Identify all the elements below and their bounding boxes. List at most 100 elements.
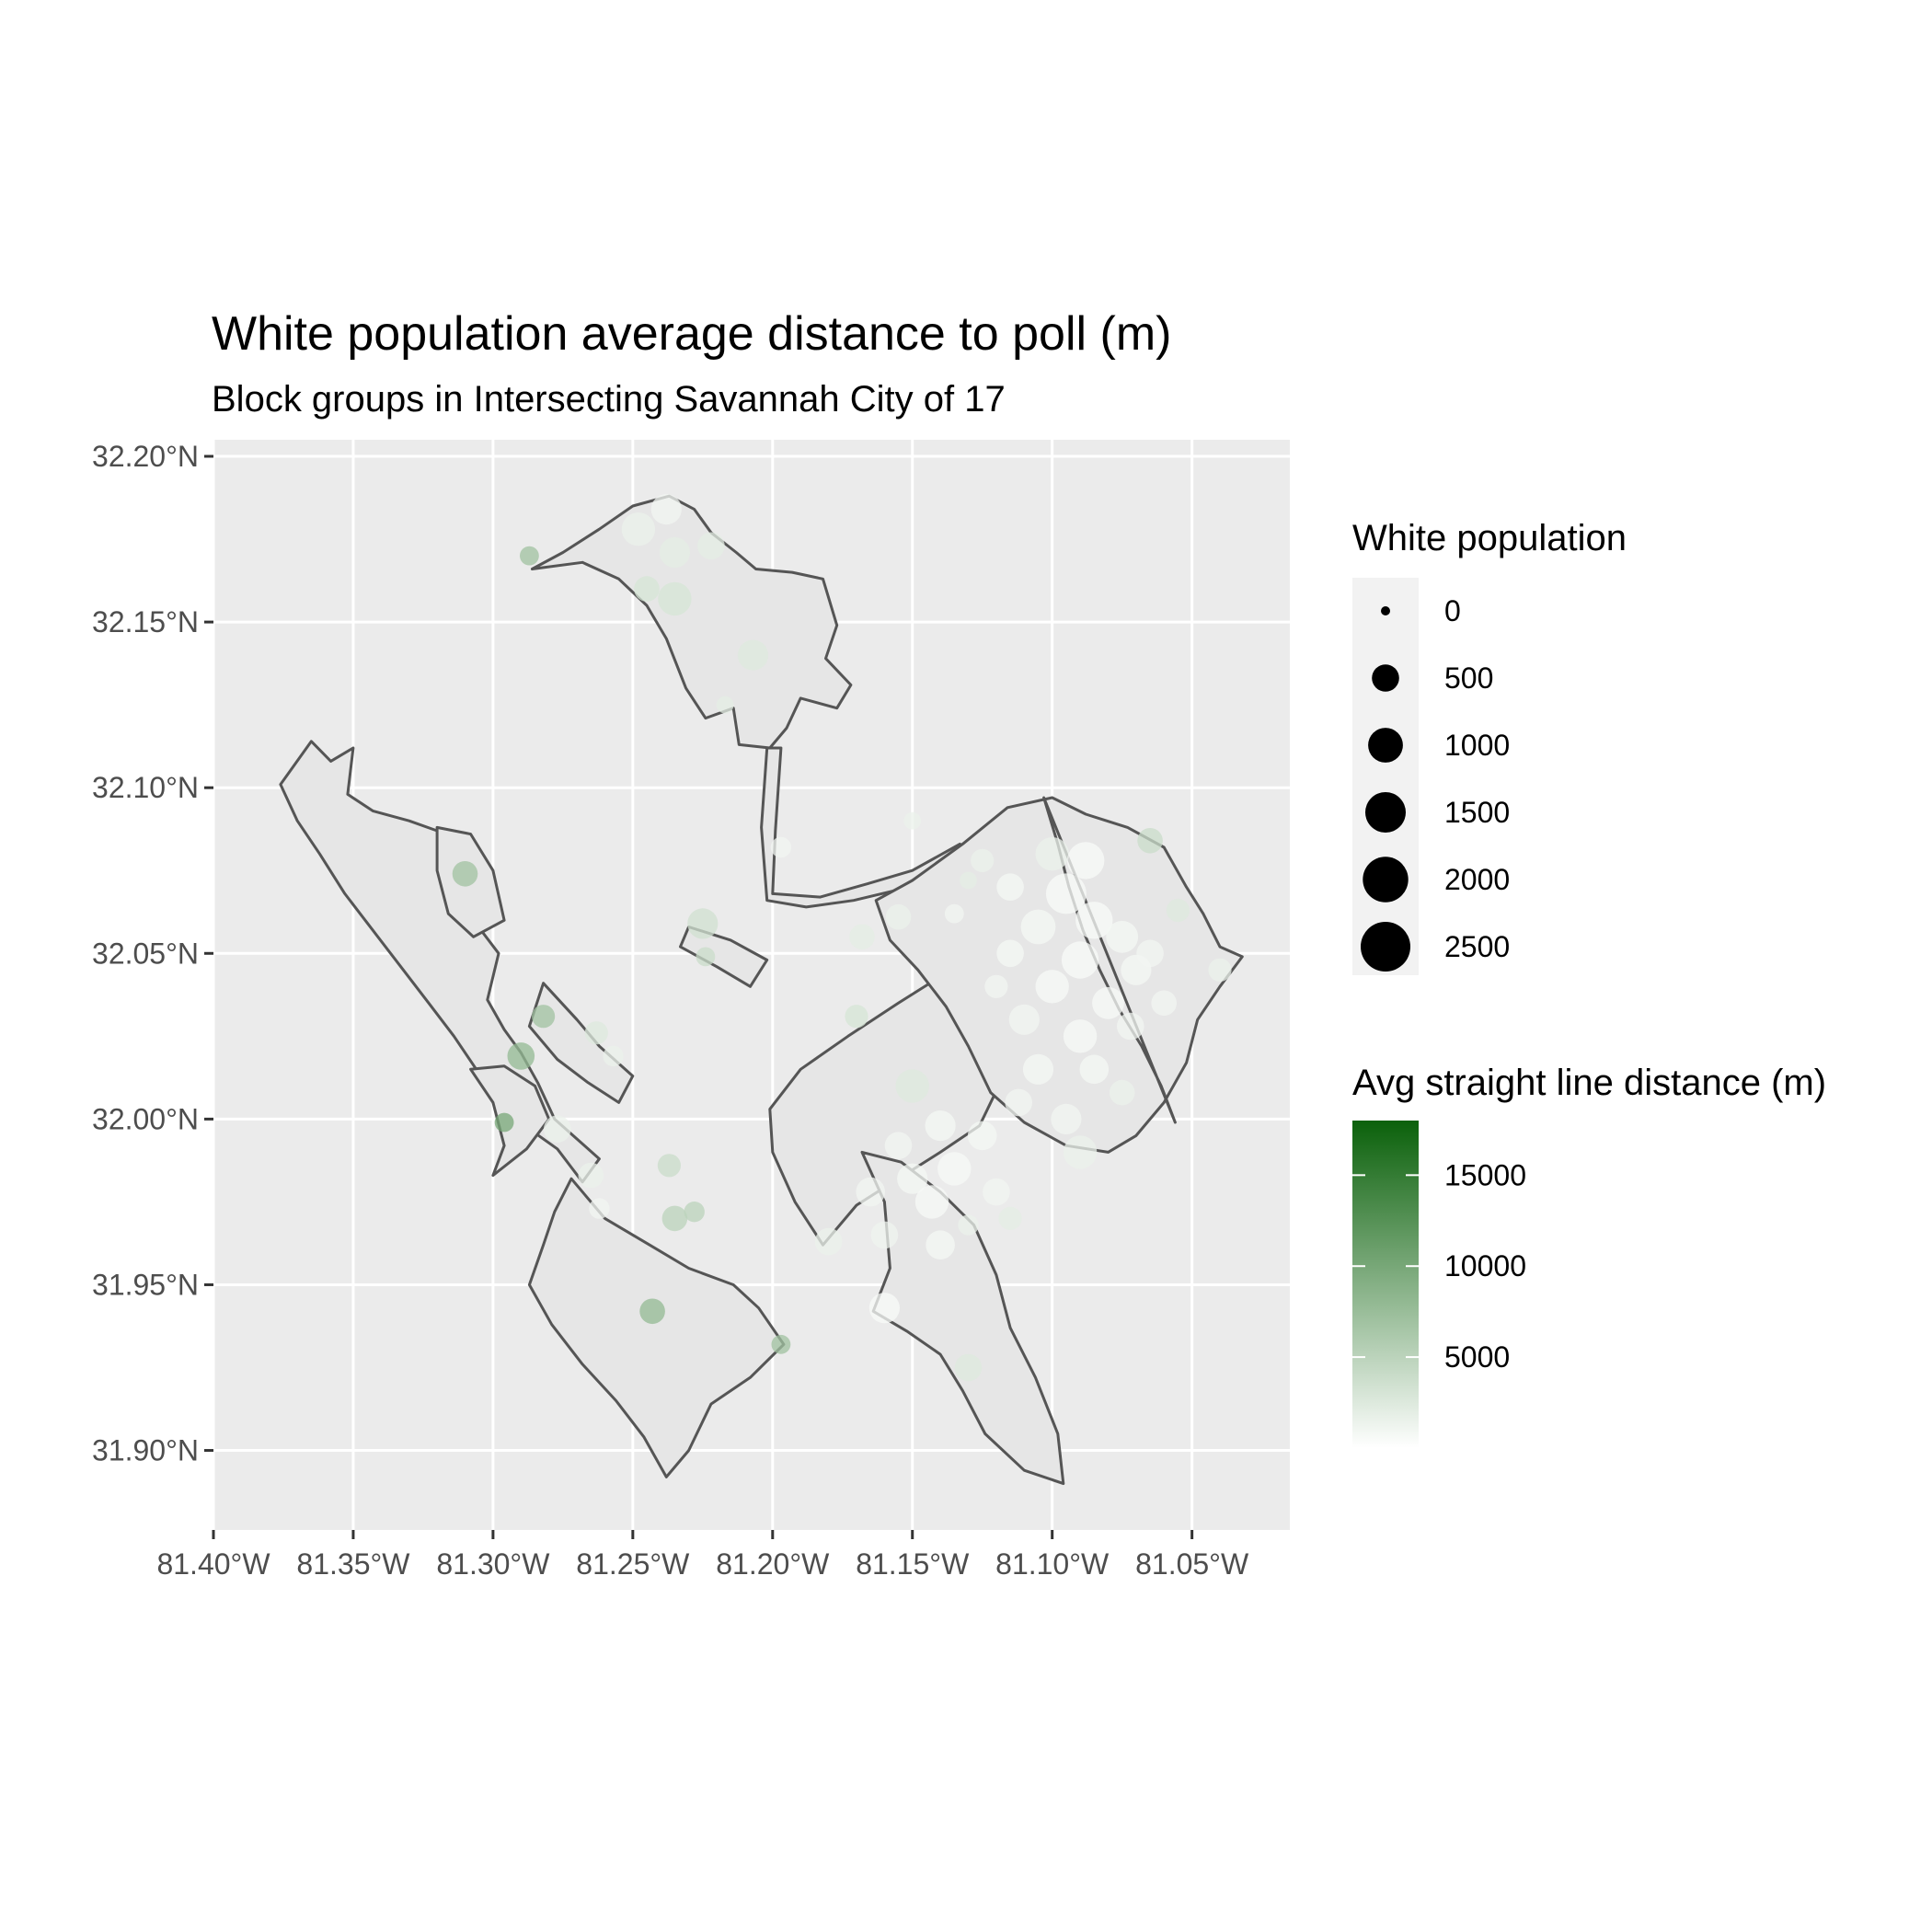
size-legend-label: 2000 [1444, 863, 1510, 896]
y-tick-label: 32.00°N [92, 1102, 199, 1135]
population-point [845, 1005, 868, 1029]
population-point [1151, 990, 1177, 1017]
size-legend-key [1368, 728, 1403, 763]
size-legend-key [1365, 792, 1406, 833]
color-legend-label: 5000 [1444, 1340, 1510, 1374]
population-point [937, 1152, 972, 1186]
population-point [897, 1163, 928, 1194]
population-point [958, 1214, 979, 1236]
population-point [954, 1353, 983, 1382]
population-point [658, 581, 692, 616]
size-legend-key-background [1352, 578, 1419, 975]
population-point [1106, 920, 1139, 953]
population-points [452, 494, 1232, 1382]
population-point [1020, 909, 1056, 945]
population-point [903, 811, 922, 830]
color-legend-title: Avg straight line distance (m) [1352, 1063, 1826, 1103]
population-point [737, 639, 769, 671]
y-tick-label: 31.90°N [92, 1434, 199, 1467]
population-point [885, 903, 912, 930]
y-axis: 32.20°N 32.15°N 32.10°N 32.05°N 32.00°N 31.95… [92, 440, 213, 1467]
chart-subtitle: Block groups in Intersecting Savannah Ci… [212, 379, 1006, 420]
x-tick-label: 81.40°W [156, 1547, 270, 1581]
population-point [914, 1185, 949, 1219]
population-point [494, 1112, 514, 1133]
population-point [589, 1198, 610, 1219]
population-point [971, 848, 995, 873]
population-point [870, 1221, 899, 1249]
population-point [1045, 873, 1087, 914]
population-point [1022, 1053, 1054, 1085]
y-tick-label: 32.05°N [92, 937, 199, 970]
y-tick-label: 32.10°N [92, 771, 199, 804]
x-tick-label: 81.15°W [856, 1547, 970, 1581]
population-point [532, 1005, 556, 1029]
population-point [697, 532, 725, 560]
map-panel [212, 440, 1290, 1530]
population-point [687, 908, 719, 939]
population-point [1005, 1088, 1032, 1117]
color-legend-label: 10000 [1444, 1249, 1526, 1282]
color-legend: Avg straight line distance (m) 15000 1000… [1352, 1063, 1826, 1448]
population-point [578, 1162, 604, 1189]
size-legend-key [1361, 922, 1410, 972]
population-point [1092, 986, 1124, 1019]
population-point [1063, 1019, 1098, 1053]
population-point [684, 1202, 705, 1223]
population-point [716, 696, 734, 714]
x-tick-label: 81.30°W [436, 1547, 550, 1581]
population-point [1109, 1079, 1135, 1106]
population-point [884, 1132, 913, 1159]
population-point [634, 576, 660, 602]
size-legend-label: 0 [1444, 594, 1461, 627]
block-group-region [527, 1177, 786, 1478]
population-point [452, 861, 478, 887]
size-legend-label: 1500 [1444, 796, 1510, 829]
population-point [544, 1115, 571, 1143]
x-axis: 81.40°W 81.35°W 81.30°W 81.25°W 81.20°W 81.15… [156, 1530, 1249, 1581]
population-point [584, 1021, 608, 1045]
block-group-region [527, 982, 635, 1104]
size-legend: White population 0 500 1000 1500 2000 2500 [1352, 518, 1627, 975]
x-tick-label: 81.20°W [716, 1547, 830, 1581]
population-point [1075, 902, 1113, 939]
x-tick-label: 81.10°W [995, 1547, 1110, 1581]
population-point [770, 836, 792, 858]
population-point [1117, 1012, 1144, 1041]
population-point [1079, 1054, 1110, 1085]
population-point [1137, 828, 1163, 854]
population-point [661, 1205, 688, 1232]
population-point [998, 1206, 1022, 1230]
x-tick-label: 81.35°W [296, 1547, 410, 1581]
population-point [603, 1045, 624, 1067]
population-point [1051, 1103, 1082, 1134]
size-legend-title: White population [1352, 518, 1627, 558]
population-point [771, 1334, 791, 1354]
population-point [650, 494, 682, 525]
population-point [657, 1154, 682, 1178]
population-point [659, 536, 691, 569]
population-point [996, 939, 1024, 968]
population-point [868, 1293, 901, 1324]
population-point [1136, 939, 1164, 968]
population-point [520, 546, 539, 566]
size-legend-key [1363, 857, 1409, 903]
population-point [1067, 842, 1105, 880]
population-point [1166, 898, 1190, 923]
population-point [1208, 958, 1232, 982]
population-point [1063, 1135, 1098, 1169]
population-point [507, 1042, 535, 1070]
population-point [996, 873, 1024, 901]
population-point [944, 903, 964, 924]
population-point [926, 1230, 955, 1259]
color-legend-label: 15000 [1444, 1158, 1526, 1191]
population-point [639, 1298, 665, 1325]
population-point [967, 1121, 997, 1151]
block-group-region [679, 926, 769, 988]
population-point [1035, 837, 1069, 871]
population-point [814, 1227, 843, 1256]
size-legend-label: 2500 [1444, 930, 1510, 963]
population-point [1061, 941, 1099, 979]
size-legend-key [1372, 664, 1399, 692]
